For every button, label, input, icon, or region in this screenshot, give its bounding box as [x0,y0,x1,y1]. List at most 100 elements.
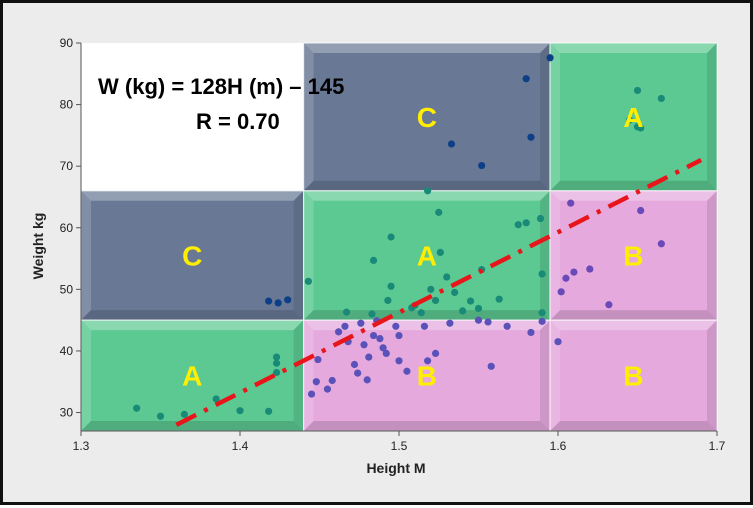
data-point [436,248,444,256]
zone-b-4 [549,190,718,321]
x-tick-label: 1.3 [73,439,90,453]
data-point [369,256,378,265]
data-point [417,309,425,317]
y-axis-label: Weight kg [30,213,46,280]
x-tick-label: 1.6 [550,439,567,453]
x-tick-label: 1.5 [391,439,408,453]
y-tick-label: 30 [60,406,74,420]
data-point [395,357,403,365]
data-point [156,412,165,420]
zone-c-2 [80,190,305,321]
y-tick-label: 70 [60,159,74,173]
data-point [554,338,562,346]
data-point [334,328,343,336]
data-point [323,385,332,393]
zone-label-5: A [182,361,202,392]
y-tick-label: 50 [60,282,74,296]
zone-labels-layer: C A C A B A B B [182,102,643,392]
data-point [133,404,141,412]
data-point [360,341,368,349]
zone-label-3: A [417,240,437,271]
trendline-layer [175,158,703,427]
points-layer [133,54,665,420]
y-tick-label: 40 [60,344,74,358]
data-point [459,307,467,315]
data-point [527,133,535,141]
data-point [382,349,390,357]
data-point [562,274,570,282]
data-point [312,378,320,386]
y-tick-label: 80 [60,98,74,112]
data-point [466,297,475,305]
data-point [435,208,443,216]
data-point [570,268,578,276]
data-point [284,296,292,304]
data-point [379,344,387,352]
data-point [478,161,486,170]
zone-label-0: C [417,102,437,133]
zone-a-5 [80,319,305,432]
data-point [495,295,503,303]
y-tick-label: 90 [60,36,74,50]
data-point [605,301,613,309]
data-point [637,124,645,132]
data-point [272,359,281,367]
data-point [657,240,665,248]
data-point [637,206,645,215]
r-value-annotation: R = 0.70 [196,109,280,134]
zone-label-1: A [623,102,643,133]
data-point [212,395,220,403]
y-tick-label: 60 [60,221,74,235]
zone-label-4: B [623,240,643,271]
data-point [633,86,642,95]
data-point [265,407,273,415]
data-point [314,355,322,364]
x-tick-label: 1.7 [709,439,726,453]
data-point [657,94,665,103]
data-point [586,265,594,273]
zone-b-7 [549,319,718,432]
scatter-chart: C A C A B A B B 30 40 50 60 70 80 90 1.3 1.4 1.5 1.6 1.7 W… [30,36,726,476]
data-point [363,376,371,384]
data-point [368,310,376,318]
data-point [487,362,495,370]
data-point [342,308,351,316]
axes-layer: 30 40 50 60 70 80 90 1.3 1.4 1.5 1.6 1.7 [60,36,726,453]
data-point [387,282,395,290]
data-point [427,285,435,293]
data-point [272,353,281,361]
data-point [265,297,273,305]
data-point [274,299,282,307]
data-point [354,369,362,377]
data-point [431,349,440,357]
data-point [376,335,384,343]
data-point [625,116,634,124]
data-point [307,390,316,398]
data-point [538,317,546,325]
data-point [474,304,483,313]
data-point [357,319,365,327]
data-point [451,288,459,297]
data-point [527,328,535,337]
x-tick-label: 1.4 [232,439,249,453]
trendline [175,158,703,427]
data-point [447,140,456,148]
zone-c-0 [303,42,551,192]
data-point [365,353,373,361]
data-point [514,221,522,229]
data-point [446,319,454,327]
data-point [384,296,392,305]
data-point [538,309,546,317]
data-point [387,233,395,241]
data-point [431,296,440,305]
data-point [350,360,359,369]
data-point [403,367,411,375]
data-point [180,410,188,418]
data-point [328,376,336,385]
data-point [424,357,432,365]
data-point [443,273,451,281]
data-point [484,318,492,326]
x-axis-label: Height M [366,460,425,476]
data-point [567,199,575,207]
